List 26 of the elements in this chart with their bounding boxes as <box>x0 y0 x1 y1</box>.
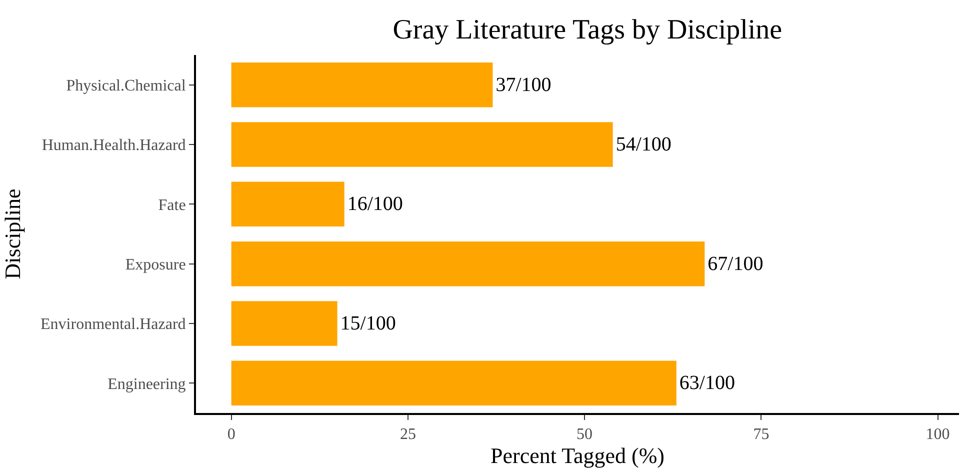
x-axis-title: Percent Tagged (%) <box>490 443 664 468</box>
y-tick-label: Physical.Chemical <box>66 77 186 94</box>
x-tick-label: 50 <box>576 426 593 444</box>
chart-title: Gray Literature Tags by Discipline <box>392 14 782 46</box>
y-axis-title: Discipline <box>0 188 25 280</box>
x-tick-label: 0 <box>227 426 236 444</box>
y-tick-label: Human.Health.Hazard <box>42 137 186 154</box>
data-label: 15/100 <box>340 312 396 334</box>
data-label: 16/100 <box>347 193 403 216</box>
y-tick-label: Fate <box>158 196 186 214</box>
data-label: 63/100 <box>679 372 735 394</box>
bar <box>231 182 344 227</box>
x-tick-label: 100 <box>926 426 950 444</box>
data-label: 67/100 <box>708 252 764 275</box>
data-label: 37/100 <box>496 74 552 96</box>
bar <box>231 62 493 108</box>
y-tick-label: Environmental.Hazard <box>40 316 186 334</box>
y-tick-label: Exposure <box>125 256 186 274</box>
bar <box>231 360 676 406</box>
x-tick-label: 25 <box>400 426 416 444</box>
x-tick-label: 75 <box>753 426 770 444</box>
y-tick-label: Engineering <box>108 376 186 393</box>
bar <box>231 241 705 286</box>
data-label: 54/100 <box>616 134 672 156</box>
bar <box>231 301 338 346</box>
bar <box>231 122 613 167</box>
